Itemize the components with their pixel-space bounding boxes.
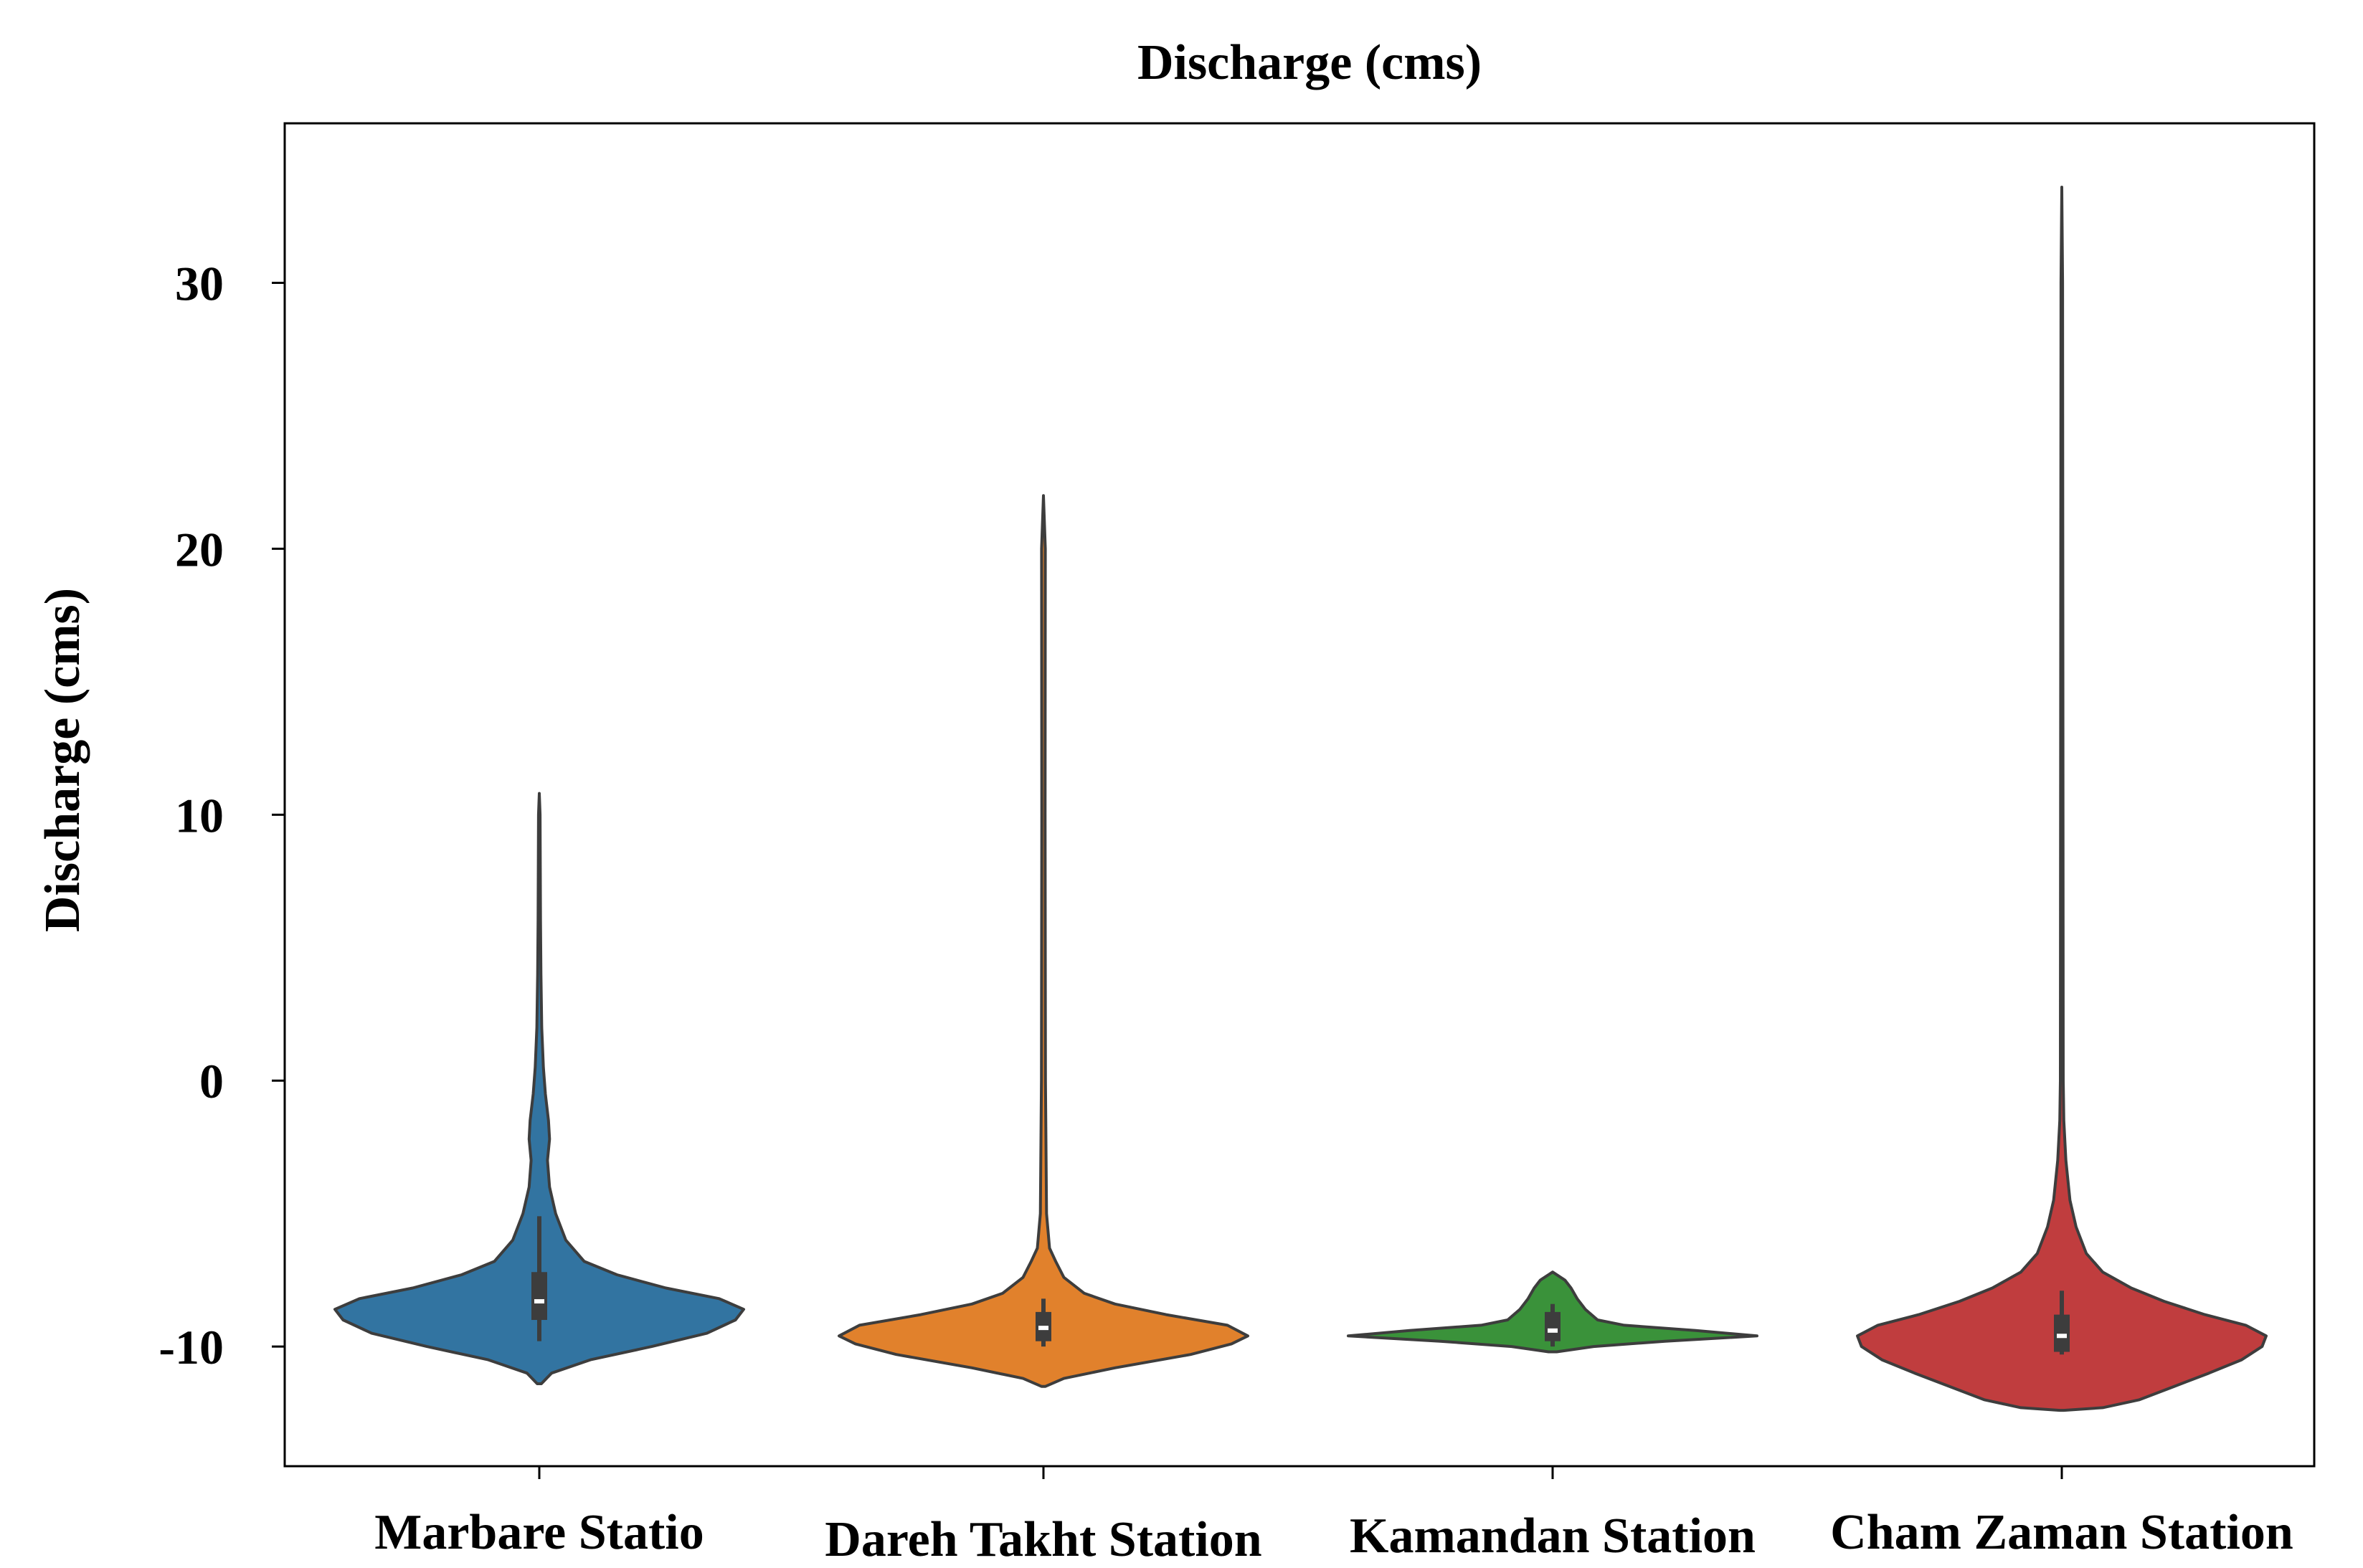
violin-body: [333, 792, 745, 1385]
violins: [333, 186, 2268, 1412]
y-tick-label: 10: [175, 788, 224, 842]
violin-3: [1856, 186, 2268, 1412]
violin-median: [1548, 1328, 1558, 1333]
violin-iqr-box: [1545, 1311, 1561, 1341]
y-axis-ticks: -10 0 10 20 30: [158, 257, 285, 1374]
violin-1: [838, 494, 1249, 1388]
x-tick-label: Dareh Takht Station: [825, 1512, 1261, 1567]
violin-iqr-box: [531, 1272, 547, 1321]
violin-body: [1856, 186, 2268, 1412]
y-axis-label: Discharge (cms): [35, 588, 90, 932]
x-tick-label: Marbare Statio: [374, 1505, 704, 1560]
violin-2: [1347, 1270, 1758, 1354]
violin-0: [333, 792, 745, 1385]
violin-median: [1038, 1326, 1048, 1331]
violin-iqr-box: [2054, 1314, 2070, 1352]
chart-title: Discharge (cms): [1137, 35, 1482, 90]
violin-median: [2057, 1334, 2067, 1339]
y-tick-label: 20: [175, 522, 224, 576]
y-tick-label: -10: [158, 1320, 224, 1374]
x-tick-label: Cham Zaman Station: [1830, 1505, 2293, 1560]
violin-body: [838, 494, 1249, 1388]
x-axis-ticks: Marbare Statio Dareh Takht Station Kamanda…: [374, 1466, 2293, 1567]
y-tick-label: 0: [199, 1054, 224, 1108]
x-tick-label: Kamandan Station: [1350, 1508, 1756, 1564]
y-tick-label: 30: [175, 257, 224, 311]
plot-frame: [283, 122, 2316, 1468]
violin-median: [534, 1299, 544, 1304]
